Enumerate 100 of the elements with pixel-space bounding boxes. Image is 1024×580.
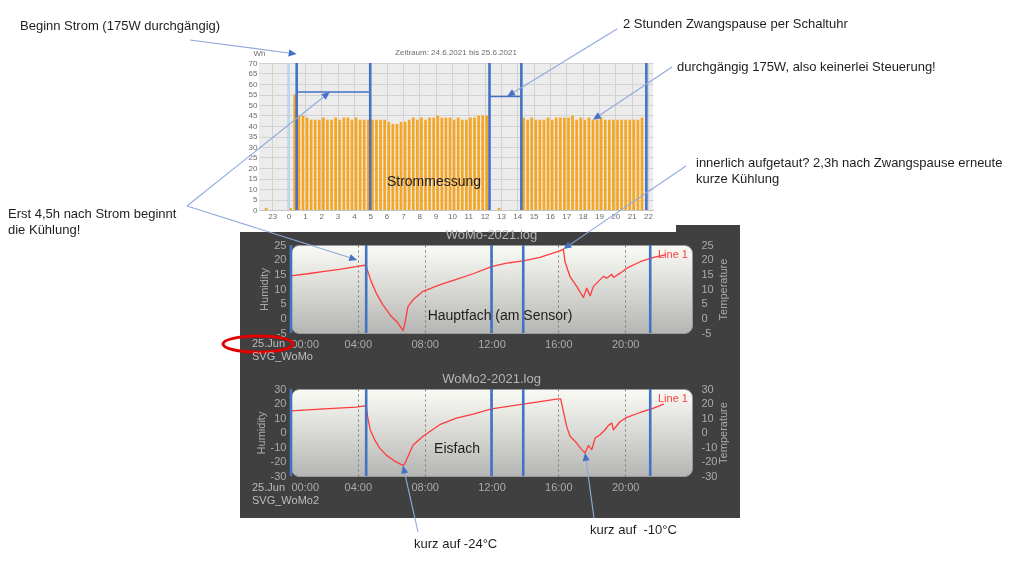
bar bbox=[330, 119, 333, 210]
chart-title: Zeitraum: 24.6.2021 bis 25.6.2021 bbox=[395, 48, 518, 57]
x-tick-label: 14 bbox=[513, 211, 523, 221]
bar bbox=[567, 117, 570, 210]
y-tick-label: 65 bbox=[248, 69, 259, 78]
bar bbox=[603, 119, 607, 210]
y2-axis-title: Temperature bbox=[716, 258, 729, 321]
y-tick-label: -20 bbox=[270, 455, 287, 467]
bar bbox=[575, 119, 579, 210]
series-label: Line 1 bbox=[658, 247, 688, 260]
y-tick-label: 55 bbox=[248, 90, 259, 99]
y-tick-label: 10 bbox=[248, 184, 259, 194]
bar bbox=[624, 119, 628, 210]
text: SVG_WoMo2 bbox=[252, 494, 320, 508]
text: 25.Jun bbox=[252, 337, 286, 351]
bar bbox=[322, 117, 325, 210]
y2-tick-label: 15 bbox=[701, 267, 714, 280]
bar bbox=[558, 117, 562, 210]
y2-axis-title: Temperature bbox=[716, 402, 729, 464]
bar bbox=[530, 117, 534, 210]
y2-tick-label: 30 bbox=[701, 382, 714, 395]
x-tick-label: 04:00 bbox=[344, 480, 373, 493]
y-tick-label: 45 bbox=[248, 111, 259, 120]
x-tick-label: 16:00 bbox=[545, 337, 573, 350]
y2-tick-label: 0 bbox=[701, 311, 708, 324]
y-tick-label: 50 bbox=[248, 100, 259, 110]
y-tick-label: 25 bbox=[274, 238, 287, 251]
x-tick-label: 19 bbox=[595, 211, 605, 221]
annotation: Eisfach bbox=[434, 439, 480, 457]
y-tick-label: -5 bbox=[276, 326, 287, 339]
x-tick-label: 5 bbox=[368, 211, 374, 221]
x-tick-label: 10 bbox=[447, 211, 458, 221]
y-tick-label: 20 bbox=[274, 253, 287, 266]
y2-tick-label: 5 bbox=[701, 297, 708, 310]
x-tick-label: 12 bbox=[480, 211, 491, 221]
text: Erst 4,5h nach Strom beginnt die Kühlung! bbox=[8, 206, 178, 238]
x-tick-label: 2 bbox=[319, 211, 325, 221]
y-tick-label: 30 bbox=[248, 142, 259, 152]
x-tick-label: 7 bbox=[401, 211, 407, 221]
y2-tick-label: -10 bbox=[701, 440, 718, 453]
x-tick-label: 22 bbox=[644, 211, 654, 221]
bar bbox=[362, 119, 366, 210]
y-tick-label: 15 bbox=[274, 267, 287, 280]
annotation: innerlich aufgetaut? 2,3h nach Zwangspause erneute kurze Kühlung bbox=[696, 155, 1004, 187]
y2-tick-label: -20 bbox=[701, 455, 718, 467]
bar bbox=[563, 117, 566, 210]
text: 25.Jun bbox=[252, 481, 286, 495]
series-label: Line 1 bbox=[658, 391, 688, 404]
y-tick-label: 35 bbox=[248, 132, 259, 141]
y-tick-label: 25 bbox=[248, 153, 259, 162]
y2-tick-label: 25 bbox=[701, 238, 714, 251]
y-tick-label: 0 bbox=[280, 426, 287, 438]
bar bbox=[554, 117, 558, 210]
x-tick-label: 18 bbox=[578, 211, 589, 221]
bar bbox=[526, 119, 529, 210]
bar bbox=[317, 119, 321, 210]
x-tick-label: 16:00 bbox=[545, 480, 573, 493]
y-tick-label: 10 bbox=[274, 411, 287, 424]
y-tick-label: 5 bbox=[253, 195, 259, 204]
bar bbox=[616, 119, 619, 210]
x-tick-label: 23 bbox=[268, 211, 278, 221]
y2-tick-label: -5 bbox=[701, 326, 712, 339]
bar bbox=[313, 119, 317, 210]
bar bbox=[612, 119, 615, 210]
x-tick-label: 08:00 bbox=[411, 480, 439, 493]
x-tick-label: 04:00 bbox=[344, 337, 373, 350]
y-tick-label: 15 bbox=[248, 174, 259, 183]
x-tick-label: 21 bbox=[627, 211, 638, 221]
x-tick-label: 12:00 bbox=[478, 337, 506, 350]
text: SVG_WoMo bbox=[252, 350, 313, 364]
x-tick-label: 17 bbox=[562, 211, 572, 221]
y-axis-title: Wh bbox=[253, 48, 266, 58]
y2-tick-label: -30 bbox=[701, 469, 718, 482]
x-tick-label: 3 bbox=[335, 211, 341, 221]
bar bbox=[485, 115, 489, 210]
y-tick-label: 20 bbox=[274, 397, 287, 409]
y2-tick-label: 0 bbox=[701, 426, 708, 438]
x-tick-label: 6 bbox=[384, 211, 390, 221]
y-tick-label: -10 bbox=[270, 440, 287, 453]
y-tick-label: 30 bbox=[274, 382, 287, 395]
x-tick-label: 08:00 bbox=[411, 337, 439, 350]
x-tick-label: 16 bbox=[546, 211, 556, 221]
y-tick-label: 0 bbox=[280, 311, 287, 324]
bar bbox=[628, 119, 632, 210]
x-tick-label: 13 bbox=[496, 211, 507, 221]
annotation: kurz auf -10°C bbox=[590, 522, 677, 538]
x-tick-label: 12:00 bbox=[478, 480, 506, 493]
x-tick-label: 8 bbox=[417, 211, 423, 221]
bar bbox=[334, 117, 337, 210]
bar bbox=[571, 115, 574, 210]
x-tick-label: 20:00 bbox=[611, 480, 640, 493]
y-tick-label: 40 bbox=[248, 121, 259, 131]
bar bbox=[583, 119, 587, 210]
bar bbox=[342, 117, 346, 210]
x-tick-label: 9 bbox=[433, 211, 439, 221]
text: 2 Stunden Zwangspause per Schaltuhr bbox=[623, 16, 848, 32]
bar bbox=[620, 119, 623, 210]
bar bbox=[632, 119, 636, 210]
bar bbox=[379, 119, 382, 210]
bar bbox=[607, 119, 611, 210]
